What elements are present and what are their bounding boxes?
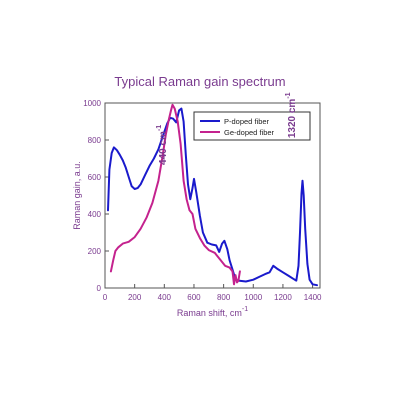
annotation-label: 1320 cm-1 xyxy=(285,92,298,138)
x-tick-label: 800 xyxy=(217,293,231,302)
series-line-1 xyxy=(107,107,318,287)
y-tick-label: 0 xyxy=(97,284,102,293)
y-axis-label: Raman gain, a.u. xyxy=(72,161,82,230)
plot-frame xyxy=(104,102,321,289)
legend-label: Ge-doped fiber xyxy=(224,128,275,137)
y-tick-label: 600 xyxy=(88,173,102,182)
x-axis-label: Raman shift, cm-1 xyxy=(177,306,248,318)
x-tick-label: 1000 xyxy=(244,293,262,302)
annotations: 440 cm-1 1320 cm-1 xyxy=(156,92,298,165)
y-tick-label: 400 xyxy=(88,210,102,219)
chart-title: Typical Raman gain spectrum xyxy=(114,74,286,89)
x-tick-label: 200 xyxy=(128,293,142,302)
x-tick-label: 1400 xyxy=(304,293,322,302)
y-tick-label: 200 xyxy=(88,247,102,256)
legend-box xyxy=(193,111,311,141)
legend-label: P-doped fiber xyxy=(224,117,270,126)
y-tick-label: 1000 xyxy=(83,99,101,108)
series-group xyxy=(107,103,318,287)
x-tick-label: 400 xyxy=(158,293,172,302)
legend: P-doped fiber Ge-doped fiber xyxy=(193,111,311,141)
y-tick-label: 800 xyxy=(88,136,102,145)
series-line-2 xyxy=(109,103,241,286)
annotation-label: 440 cm-1 xyxy=(156,125,169,165)
x-tick-label: 600 xyxy=(187,293,201,302)
axes: 0 200 400 600 800 1000 1200 1400 0 200 400 600 800 10… xyxy=(72,99,322,318)
x-tick-label: 1200 xyxy=(274,293,292,302)
x-tick-label: 0 xyxy=(103,293,108,302)
